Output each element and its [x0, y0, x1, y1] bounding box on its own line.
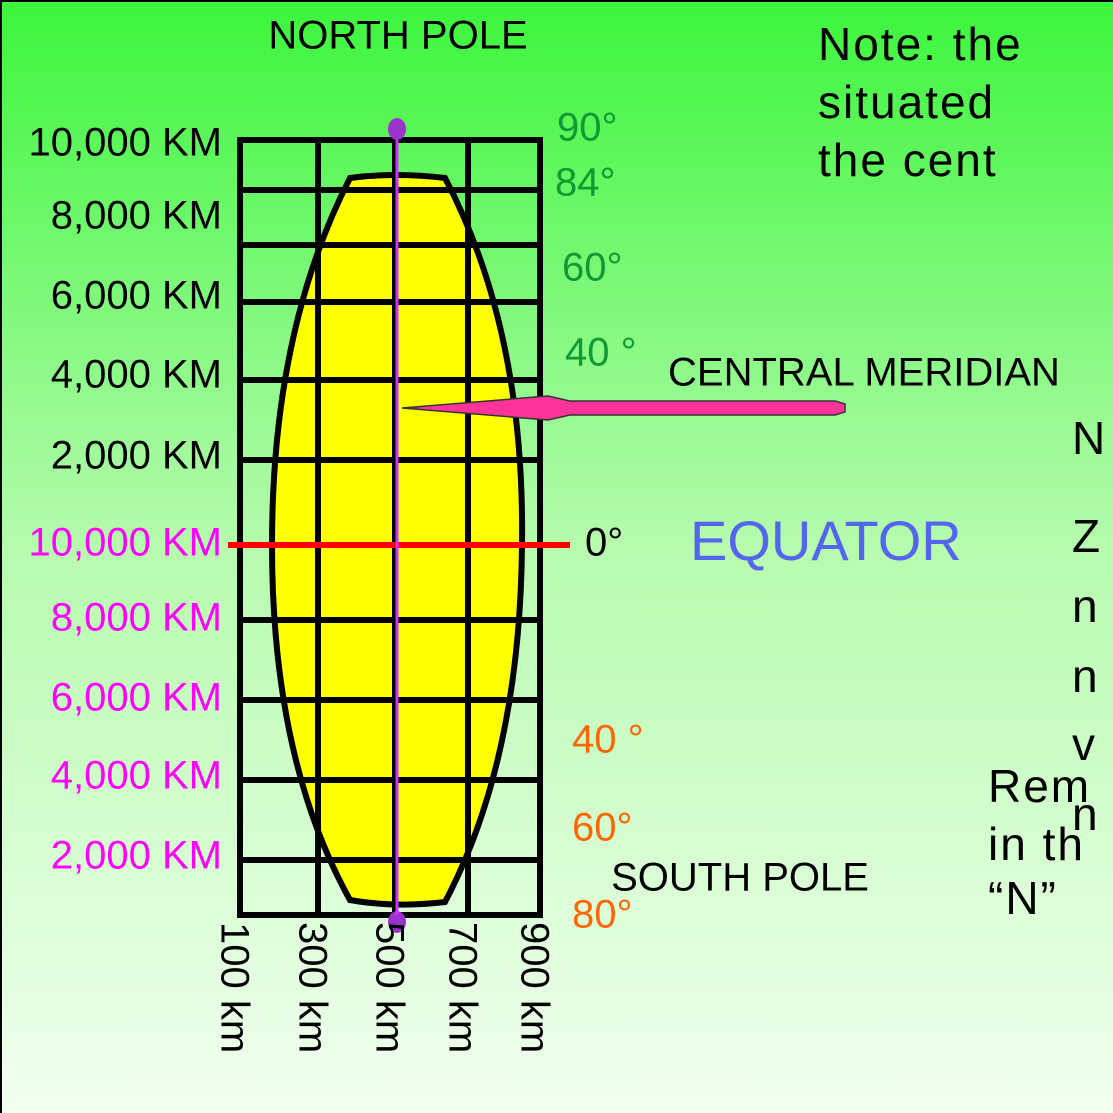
- distance-label: 8,000 KM: [51, 596, 222, 640]
- remark-line: “N”: [988, 872, 1058, 924]
- note-line: Note: the: [818, 18, 1023, 70]
- latitude-label: 80°: [572, 893, 633, 937]
- distance-label: 6,000 KM: [51, 274, 222, 318]
- south-pole-label: SOUTH POLE: [611, 856, 869, 900]
- latitude-label: 90°: [557, 106, 618, 150]
- distance-label: 10,000 KM: [29, 121, 222, 165]
- side-text: v: [1072, 718, 1097, 770]
- side-text: n: [1072, 580, 1100, 632]
- equator-latitude: 0°: [585, 521, 623, 565]
- easting-label: 700 km: [440, 922, 484, 1053]
- distance-label: 4,000 KM: [51, 754, 222, 798]
- latitude-label: 60°: [562, 246, 623, 290]
- latitude-label: 60°: [572, 806, 633, 850]
- north-dot: [388, 118, 406, 140]
- easting-label: 300 km: [290, 922, 334, 1053]
- note-line: situated: [818, 76, 995, 128]
- side-text: n: [1072, 788, 1100, 840]
- side-text: N: [1072, 412, 1107, 464]
- side-text: Z: [1072, 510, 1102, 562]
- south-dot: [388, 911, 406, 933]
- latitude-label: 40 °: [572, 718, 644, 762]
- remark-line: Rem: [988, 760, 1091, 812]
- equator-label: EQUATOR: [690, 509, 962, 572]
- distance-label: 2,000 KM: [51, 834, 222, 878]
- distance-label: 2,000 KM: [51, 434, 222, 478]
- note-line: the cent: [818, 134, 998, 186]
- distance-label: 4,000 KM: [51, 353, 222, 397]
- grid: [237, 137, 543, 918]
- easting-label: 100 km: [212, 922, 256, 1053]
- distance-label: 8,000 KM: [51, 194, 222, 238]
- easting-label: 500 km: [367, 922, 411, 1053]
- side-text: n: [1072, 650, 1100, 702]
- easting-label: 900 km: [512, 922, 556, 1053]
- central-meridian-label: CENTRAL MERIDIAN: [668, 351, 1060, 395]
- latitude-label: 40 °: [565, 331, 637, 375]
- distance-label: 6,000 KM: [51, 676, 222, 720]
- north-pole-label: NORTH POLE: [268, 14, 527, 58]
- arrow: [401, 395, 846, 421]
- distance-label: 10,000 KM: [29, 521, 222, 565]
- remark-line: in th: [988, 818, 1085, 870]
- latitude-label: 84°: [555, 161, 616, 205]
